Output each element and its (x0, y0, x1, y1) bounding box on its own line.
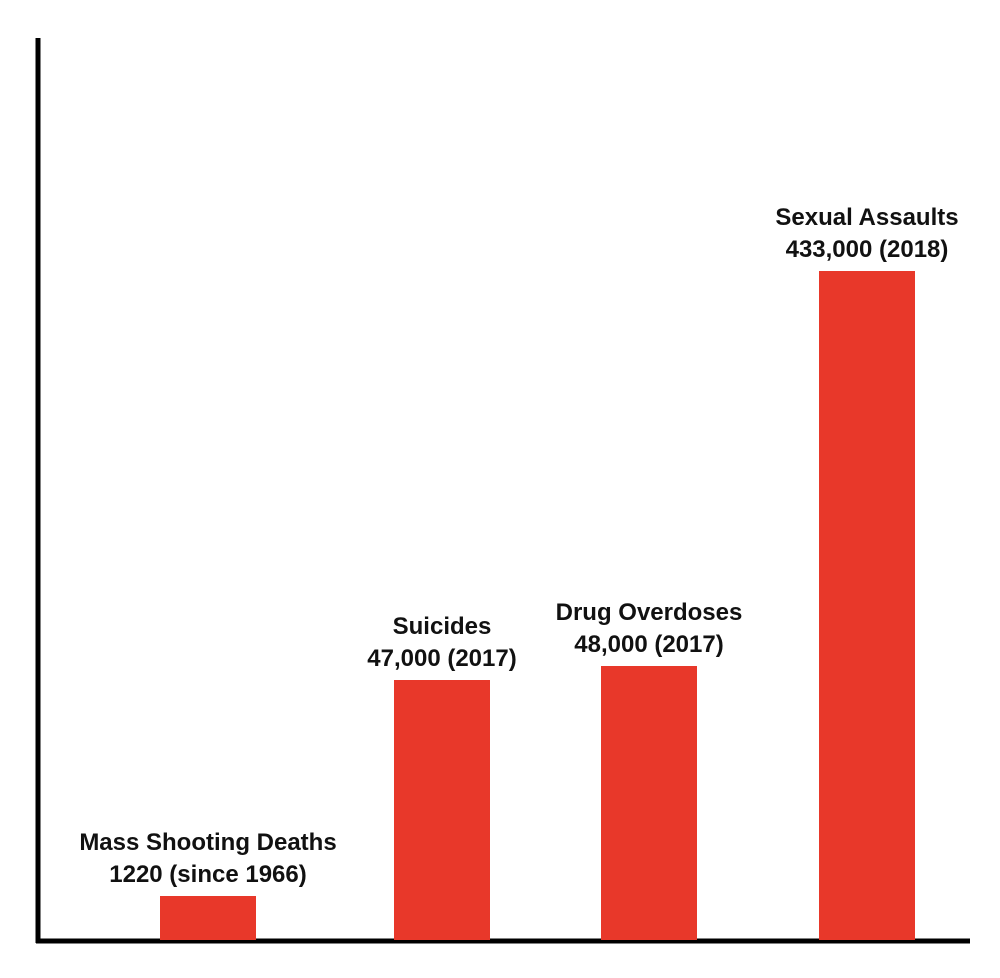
value-label: 47,000 (2017) (367, 645, 516, 672)
bar-mass-shooting-deaths (160, 896, 256, 940)
value-label: 1220 (since 1966) (109, 861, 306, 888)
category-label: Drug Overdoses (556, 599, 743, 626)
value-label: 433,000 (2018) (786, 236, 949, 263)
labels-group: Mass Shooting Deaths 1220 (since 1966) Sui… (79, 204, 958, 888)
bars-group (160, 271, 915, 940)
category-label: Suicides (393, 613, 492, 640)
bar-sexual-assaults (819, 271, 915, 940)
value-label: 48,000 (2017) (574, 631, 723, 658)
category-label: Mass Shooting Deaths (79, 829, 336, 856)
bar-suicides (394, 680, 490, 940)
category-label: Sexual Assaults (775, 204, 958, 231)
bar-drug-overdoses (601, 666, 697, 940)
